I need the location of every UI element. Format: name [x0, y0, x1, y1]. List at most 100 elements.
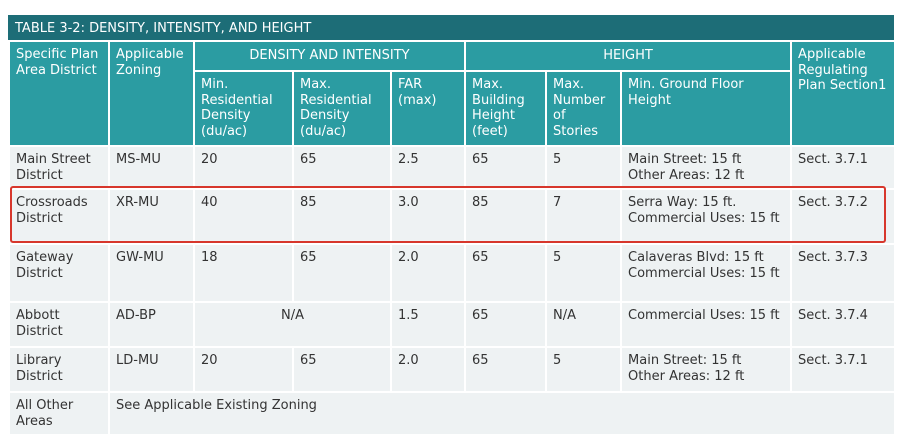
cell-text: 20	[201, 152, 218, 167]
table-cell: Library District	[8, 346, 110, 393]
table-cell: 18	[193, 243, 294, 303]
table-row: Main Street District MS-MU 20 65 2.5 65 5 Main …	[8, 145, 897, 190]
header-cell: Min. Residential Density (du/ac)	[193, 70, 294, 147]
table-cell: Crossroads District	[8, 188, 110, 245]
table-cell: Gateway District	[8, 243, 110, 303]
cell-text: 2.0	[398, 250, 419, 265]
table-row: Gateway District GW-MU 18 65 2.0 65 5 Calaveras…	[8, 243, 897, 303]
header-cell: Min. Ground Floor Height	[620, 70, 793, 147]
table-cell: AD-BP	[108, 301, 195, 348]
header-cell: Max. Building Height (feet)	[464, 70, 548, 147]
header-cell: Specific Plan Area District	[8, 40, 110, 147]
cell-text: Sect. 3.7.1	[798, 152, 868, 167]
cell-text: 65	[472, 152, 489, 167]
cell-text: See Applicable Existing Zoning	[116, 398, 317, 413]
cell-text: 65	[472, 250, 489, 265]
cell-text: Library District	[16, 353, 63, 384]
table-cell: 2.5	[389, 145, 467, 190]
table-cell: 40	[193, 188, 294, 245]
table-cell: 2.0	[389, 243, 467, 303]
table-cell: Sect. 3.7.3	[790, 243, 897, 303]
table-cell: 65	[464, 301, 548, 348]
cell-text: Other Areas: 12 ft	[628, 368, 745, 384]
table-cell: Sect. 3.7.1	[790, 346, 897, 393]
cell-text: N/A	[281, 308, 304, 323]
cell-text: Sect. 3.7.1	[798, 353, 868, 368]
cell-text: 2.5	[398, 152, 419, 167]
table-cell: Sect. 3.7.1	[790, 145, 897, 190]
cell-text: Calaveras Blvd: 15 ft	[628, 250, 764, 265]
cell-text: Serra Way: 15 ft.	[628, 195, 737, 210]
cell-text: XR-MU	[116, 195, 159, 210]
cell-text: 20	[201, 353, 218, 368]
cell-text: Commercial Uses: 15 ft	[628, 265, 780, 281]
cell-text: 5	[553, 250, 562, 265]
cell-text: Crossroads District	[16, 195, 88, 226]
cell-text: Main Street District	[16, 152, 91, 183]
cell-text: 65	[300, 152, 317, 167]
cell-text: AD-BP	[116, 308, 156, 323]
cell-text: 65	[472, 353, 489, 368]
table-cell: MS-MU	[108, 145, 195, 190]
table: Specific Plan Area District Applicable Z…	[8, 40, 897, 436]
cell-text: Abbott District	[16, 308, 63, 339]
cell-text: 2.0	[398, 353, 419, 368]
table-cell: N/A	[545, 301, 623, 348]
header-group: HEIGHT	[464, 40, 793, 72]
cell-text: 3.0	[398, 195, 419, 210]
table-cell: Main Street: 15 ft Other Areas: 12 ft	[620, 346, 793, 393]
cell-text: 65	[300, 250, 317, 265]
table-cell: 65	[464, 346, 548, 393]
cell-text: 85	[472, 195, 489, 210]
table-cell: N/A	[193, 301, 392, 348]
table-row: Library District LD-MU 20 65 2.0 65 5 Main Stre…	[8, 346, 897, 393]
cell-text: Commercial Uses: 15 ft	[628, 210, 780, 226]
cell-text: 40	[201, 195, 218, 210]
cell-text: 5	[553, 152, 562, 167]
table-cell: 65	[464, 145, 548, 190]
table-cell: 65	[292, 243, 392, 303]
table-cell: 20	[193, 145, 294, 190]
cell-text: LD-MU	[116, 353, 159, 368]
table-container: TABLE 3-2: DENSITY, INTENSITY, AND HEIGH…	[8, 15, 897, 436]
table-cell: 1.5	[389, 301, 467, 348]
highlight-box	[10, 186, 886, 243]
table-cell: Commercial Uses: 15 ft	[620, 301, 793, 348]
cell-text: Gateway District	[16, 250, 74, 281]
table-title: TABLE 3-2: DENSITY, INTENSITY, AND HEIGH…	[8, 15, 894, 40]
table-cell: Sect. 3.7.4	[790, 301, 897, 348]
header-cell: Max. Number of Stories	[545, 70, 623, 147]
table-row: Crossroads District XR-MU 40 85 3.0 85 7 Serra …	[8, 188, 897, 245]
header-cell: Applicable Regulating Plan Section1	[790, 40, 897, 147]
table-cell: Main Street District	[8, 145, 110, 190]
cell-text: 5	[553, 353, 562, 368]
table-cell: LD-MU	[108, 346, 195, 393]
table-cell: GW-MU	[108, 243, 195, 303]
cell-text: 65	[300, 353, 317, 368]
cell-text: GW-MU	[116, 250, 164, 265]
header-group: DENSITY AND INTENSITY	[192, 40, 467, 72]
cell-text: N/A	[553, 308, 577, 323]
table-cell: 5	[545, 243, 623, 303]
cell-text: MS-MU	[116, 152, 161, 167]
cell-text: Sect. 3.7.4	[798, 308, 868, 323]
cell-text: 85	[300, 195, 317, 210]
cell-text: 65	[472, 308, 489, 323]
cell-text: Sect. 3.7.3	[798, 250, 868, 265]
cell-text: Main Street: 15 ft	[628, 152, 742, 167]
header-cell: Applicable Zoning	[108, 40, 195, 147]
table-cell: 7	[545, 188, 623, 245]
cell-text: All Other Areas	[16, 398, 74, 429]
table-cell: 5	[545, 346, 623, 393]
table-cell: Serra Way: 15 ft. Commercial Uses: 15 ft	[620, 188, 793, 245]
table-cell: Main Street: 15 ft Other Areas: 12 ft	[620, 145, 793, 190]
table-body: Main Street District MS-MU 20 65 2.5 65 5 Main …	[8, 145, 897, 436]
cell-text: Other Areas: 12 ft	[628, 167, 745, 183]
table-cell: Abbott District	[8, 301, 110, 348]
cell-text: Main Street: 15 ft	[628, 353, 742, 368]
cell-text: 7	[553, 195, 562, 210]
table-cell: 85	[292, 188, 392, 245]
cell-text: 18	[201, 250, 218, 265]
table-cell: Sect. 3.7.2	[790, 188, 897, 245]
table-cell: 85	[464, 188, 548, 245]
